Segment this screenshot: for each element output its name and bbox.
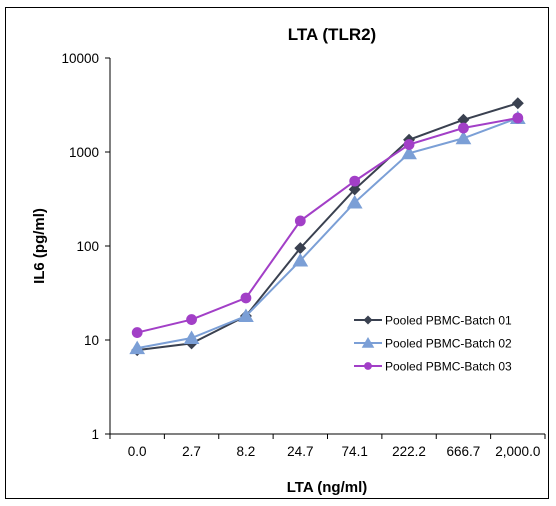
data-point [346, 195, 363, 209]
data-point [403, 139, 415, 150]
y-tick-label: 10000 [61, 51, 99, 66]
data-point [240, 292, 252, 304]
legend-item: Pooled PBMC-Batch 01 [354, 314, 512, 328]
series-line [137, 102, 519, 352]
x-tick-label: 2,000.0 [495, 444, 540, 459]
legend-marker [364, 362, 372, 370]
data-point [401, 145, 417, 160]
x-tick-label: 666.7 [447, 444, 481, 459]
chart-title: LTA (TLR2) [288, 25, 376, 44]
y-tick-label: 100 [76, 239, 99, 254]
y-tick-label: 10 [84, 333, 99, 348]
x-tick-label: 2.7 [182, 444, 201, 459]
data-point [349, 175, 361, 187]
x-tick-label: 74.1 [342, 444, 368, 459]
data-point [294, 215, 306, 227]
series-layer [129, 97, 526, 357]
x-tick-label: 24.7 [287, 444, 313, 459]
legend-item: Pooled PBMC-Batch 03 [354, 360, 512, 374]
data-point [348, 183, 361, 196]
data-point [238, 308, 254, 323]
x-tick-label: 222.2 [392, 444, 426, 459]
data-point [183, 330, 200, 345]
data-point [292, 253, 309, 267]
legend-label: Pooled PBMC-Batch 02 [385, 337, 512, 351]
data-point [129, 340, 146, 355]
axes: 1 10 100 1000 10000 0.0 2.7 8.2 24.7 74.1 222.2 666… [61, 51, 546, 459]
y-tick-label: 1 [91, 427, 99, 442]
data-point [512, 112, 524, 124]
data-point [131, 327, 143, 338]
y-tick-label: 1000 [69, 145, 99, 160]
legend-label: Pooled PBMC-Batch 03 [385, 360, 512, 374]
x-axis-title: LTA (ng/ml) [287, 479, 368, 496]
series-3 [131, 112, 524, 338]
legend: Pooled PBMC-Batch 01 Pooled PBMC-Batch 02… [354, 314, 512, 374]
series-line [136, 117, 518, 334]
x-tick-label: 0.0 [128, 444, 147, 459]
legend-marker [361, 337, 375, 348]
data-point [294, 242, 307, 255]
legend-item: Pooled PBMC-Batch 02 [354, 337, 512, 351]
x-tick-label: 8.2 [237, 444, 256, 459]
data-point [186, 314, 197, 325]
series-line [137, 117, 519, 350]
data-point [457, 113, 470, 126]
legend-marker [363, 315, 373, 325]
series-2 [129, 110, 526, 355]
y-axis-title: IL6 (pg/ml) [31, 208, 48, 284]
data-point [458, 122, 469, 134]
data-point [511, 97, 524, 110]
data-point [455, 130, 472, 145]
legend-label: Pooled PBMC-Batch 01 [385, 314, 512, 328]
